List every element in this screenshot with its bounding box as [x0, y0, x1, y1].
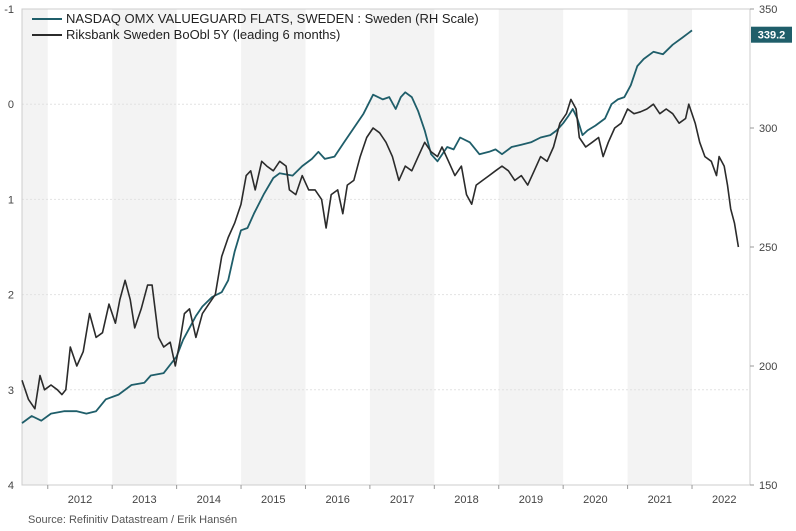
year-band	[498, 9, 564, 485]
x-axis: 2012 2013 2014 2015 2016 2017 2018 2019 2020 2021…	[47, 485, 736, 506]
x-tick-label: 2020	[583, 494, 607, 506]
left-tick-label: 0	[8, 99, 14, 111]
right-tick-label: 150	[759, 480, 777, 492]
left-tick-label: 1	[8, 194, 14, 206]
last-value-badge-box	[751, 26, 792, 43]
year-band	[241, 9, 306, 485]
x-tick-label: 2018	[454, 494, 478, 506]
left-axis: -1 0 1 2 3 4	[4, 4, 14, 492]
x-tick-label: 2017	[390, 494, 414, 506]
legend-label-1: Riksbank Sweden BoObl 5Y (leading 6 mont…	[66, 27, 340, 42]
x-tick-label: 2012	[68, 494, 92, 506]
right-tick-label: 250	[759, 242, 777, 254]
right-tick-label: 200	[759, 361, 777, 373]
series-line-1	[21, 98, 740, 410]
x-tick-label: 2019	[519, 494, 543, 506]
right-axis: 150 200 250 300 350	[750, 4, 777, 492]
last-value-badge: 339.2	[751, 26, 792, 43]
x-tick-label: 2015	[261, 494, 285, 506]
x-tick-label: 2021	[648, 494, 672, 506]
left-tick-label: 4	[8, 480, 14, 492]
x-tick-label: 2014	[197, 494, 221, 506]
year-band	[369, 9, 435, 485]
legend: NASDAQ OMX VALUEGUARD FLATS, SWEDEN : Sw…	[32, 11, 479, 42]
left-tick-label: 3	[8, 385, 14, 397]
year-shading-bands	[22, 9, 693, 485]
left-tick-label: -1	[4, 4, 14, 16]
right-tick-label: 300	[759, 123, 777, 135]
last-value-badge-label: 339.2	[758, 30, 786, 42]
left-tick-label: 2	[8, 290, 14, 302]
source-note: Source: Refinitiv Datastream / Erik Hans…	[28, 514, 238, 526]
x-tick-label: 2016	[325, 494, 349, 506]
legend-label-0: NASDAQ OMX VALUEGUARD FLATS, SWEDEN : Sw…	[66, 11, 479, 26]
year-band	[22, 9, 48, 485]
series-line-0	[21, 29, 693, 424]
year-band	[627, 9, 693, 485]
x-tick-label: 2022	[712, 494, 736, 506]
right-tick-label: 350	[759, 4, 777, 16]
x-tick-label: 2013	[132, 494, 156, 506]
year-band	[112, 9, 177, 485]
series-lines	[21, 29, 740, 424]
